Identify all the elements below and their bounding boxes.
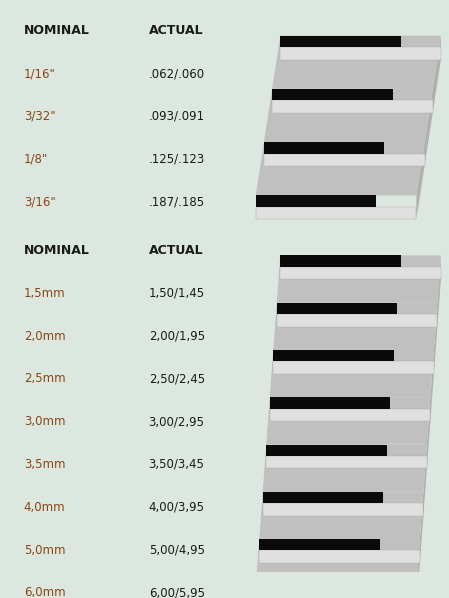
Polygon shape xyxy=(273,303,437,350)
Text: .125/.123: .125/.123 xyxy=(149,152,205,166)
Polygon shape xyxy=(263,503,423,515)
Text: NOMINAL: NOMINAL xyxy=(24,244,89,257)
Polygon shape xyxy=(277,314,437,327)
Polygon shape xyxy=(277,255,441,303)
Polygon shape xyxy=(256,539,420,587)
Polygon shape xyxy=(264,154,425,166)
Text: 2,50/2,45: 2,50/2,45 xyxy=(149,373,205,385)
Polygon shape xyxy=(280,267,441,279)
Polygon shape xyxy=(266,397,431,444)
Text: NOMINAL: NOMINAL xyxy=(24,24,89,37)
Polygon shape xyxy=(273,350,394,361)
Text: 3,50/3,45: 3,50/3,45 xyxy=(149,458,204,471)
Polygon shape xyxy=(270,408,431,421)
Polygon shape xyxy=(272,36,441,89)
Polygon shape xyxy=(256,587,376,598)
Polygon shape xyxy=(266,444,387,456)
Text: 5,00/4,95: 5,00/4,95 xyxy=(149,544,205,557)
Text: 5,0mm: 5,0mm xyxy=(24,544,65,557)
Text: 1/16": 1/16" xyxy=(24,67,56,80)
Text: 4,0mm: 4,0mm xyxy=(24,501,65,514)
Text: 6,0mm: 6,0mm xyxy=(24,587,65,598)
Polygon shape xyxy=(270,397,390,408)
Polygon shape xyxy=(272,100,433,113)
Text: .187/.185: .187/.185 xyxy=(149,196,205,209)
Polygon shape xyxy=(264,142,384,154)
Polygon shape xyxy=(270,350,434,397)
Polygon shape xyxy=(263,444,427,492)
Text: 4,00/3,95: 4,00/3,95 xyxy=(149,501,205,514)
Text: ACTUAL: ACTUAL xyxy=(149,244,203,257)
Text: 3/16": 3/16" xyxy=(24,196,55,209)
Text: .093/.091: .093/.091 xyxy=(149,110,205,123)
Polygon shape xyxy=(259,551,420,563)
Polygon shape xyxy=(256,207,416,219)
Polygon shape xyxy=(280,36,401,47)
Polygon shape xyxy=(273,361,434,374)
Text: 3,0mm: 3,0mm xyxy=(24,415,65,428)
Text: .062/.060: .062/.060 xyxy=(149,67,205,80)
Polygon shape xyxy=(259,539,380,551)
Text: 1,50/1,45: 1,50/1,45 xyxy=(149,287,205,300)
Text: 1/8": 1/8" xyxy=(24,152,48,166)
Text: ACTUAL: ACTUAL xyxy=(149,24,203,37)
Text: 2,00/1,95: 2,00/1,95 xyxy=(149,329,205,343)
Text: 2,0mm: 2,0mm xyxy=(24,329,65,343)
Polygon shape xyxy=(280,47,441,60)
Polygon shape xyxy=(266,456,427,468)
Polygon shape xyxy=(277,303,397,314)
Text: 3,00/2,95: 3,00/2,95 xyxy=(149,415,205,428)
Polygon shape xyxy=(259,492,423,539)
Polygon shape xyxy=(263,492,383,503)
Text: 6,00/5,95: 6,00/5,95 xyxy=(149,587,205,598)
Polygon shape xyxy=(416,255,441,598)
Polygon shape xyxy=(256,142,425,196)
Text: 3/32": 3/32" xyxy=(24,110,55,123)
Text: 2,5mm: 2,5mm xyxy=(24,373,65,385)
Polygon shape xyxy=(272,89,392,100)
Polygon shape xyxy=(264,89,433,142)
Polygon shape xyxy=(280,255,401,267)
Text: 3,5mm: 3,5mm xyxy=(24,458,65,471)
Text: 1,5mm: 1,5mm xyxy=(24,287,65,300)
Polygon shape xyxy=(416,36,441,219)
Polygon shape xyxy=(256,196,376,207)
